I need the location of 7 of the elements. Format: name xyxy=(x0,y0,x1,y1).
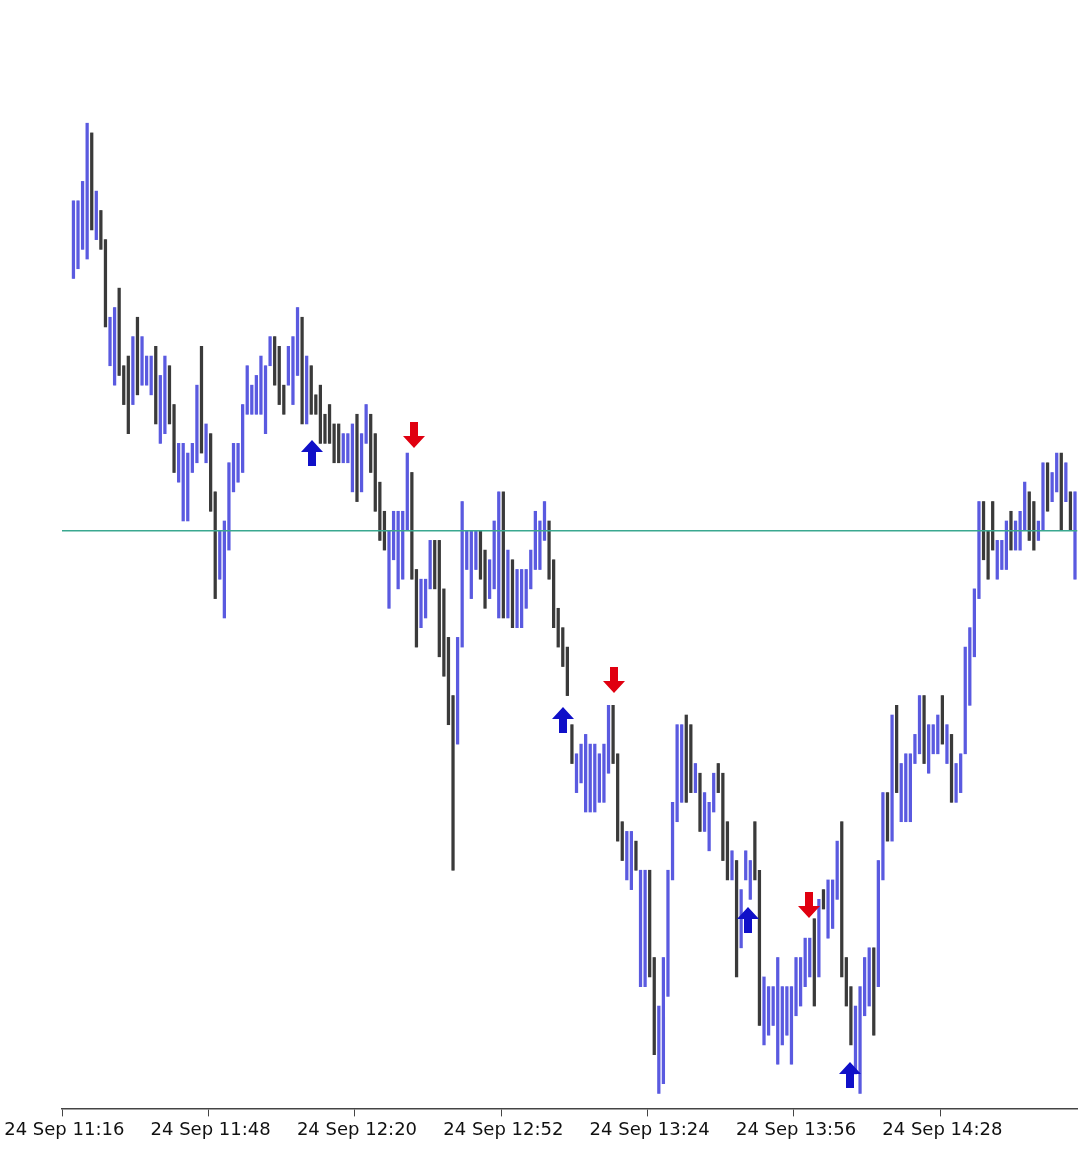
x-tick-label: 24 Sep 12:52 xyxy=(443,1117,564,1139)
x-tick-label: 24 Sep 11:16 xyxy=(4,1117,125,1139)
x-tick-label: 24 Sep 13:24 xyxy=(589,1117,710,1139)
x-tick-label: 24 Sep 14:28 xyxy=(882,1117,1003,1139)
x-tick-label: 24 Sep 11:48 xyxy=(150,1117,271,1139)
x-tick-label: 24 Sep 13:56 xyxy=(735,1117,857,1139)
x-tick-label: 24 Sep 12:20 xyxy=(296,1117,418,1139)
